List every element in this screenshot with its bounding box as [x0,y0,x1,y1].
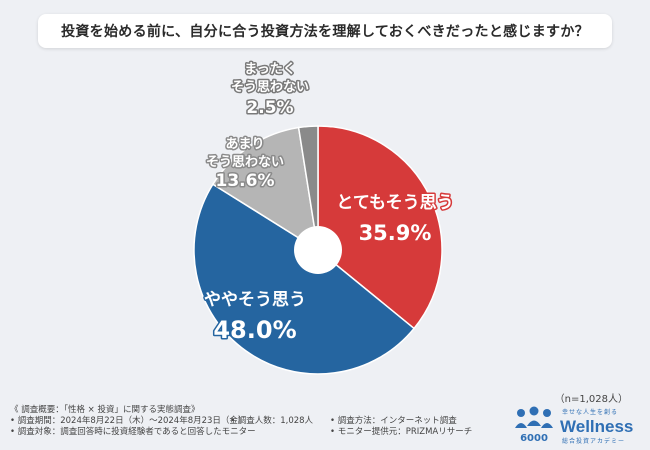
slice-label-not-at-all-agree: そう思わない [231,80,309,95]
slice-label-not-really-agree: そう思わない [206,155,284,170]
slice-value-very-much-agree: 35.9% [359,221,432,245]
survey-footer: 《 調査概要：「性格 × 投資」に関する実態調査》 • 調査期間：2024年8月… [10,405,510,438]
logo-tagline: 幸せな人生を創る [562,409,619,416]
people-logo-icon: 6000 [515,406,553,444]
pie-svg: とてもそう思う35.9%ややそう思う48.0%あまりそう思わない13.6%まった… [193,61,455,375]
pie-slice-somewhat-agree [193,183,416,375]
survey-method: • 調査方法：インターネット調査 [330,416,457,426]
slice-value-not-really-agree: 13.6% [216,171,275,191]
survey-overview: 《 調査概要：「性格 × 投資」に関する実態調査》 [10,405,200,415]
survey-period: • 調査期間：2024年8月22日（木）〜2024年8月23日（金） [10,416,247,426]
slice-label-very-much-agree: とてもそう思う [336,193,453,213]
pie-slice-not-at-all-agree [297,125,319,251]
logo-subtitle: 総合投資アカデミー [562,438,626,445]
pie-center-hole [294,226,342,274]
logo-brand: Wellness [560,417,634,436]
slice-label-not-at-all-agree: まったく [244,62,295,77]
slice-value-somewhat-agree: 48.0% [213,316,296,344]
slice-label-somewhat-agree: ややそう思う [204,290,306,310]
pie-slice-not-really-agree [211,126,319,252]
wellness-logo: 6000 幸せな人生を創る Wellness 総合投資アカデミー [512,404,642,446]
sample-size: （n=1,028人） [554,394,628,405]
chart-title: 投資を始める前に、自分に合う投資方法を理解しておくべきだったと感じますか？ [38,14,612,48]
survey-provider: • モニター提供元：PRIZMAリサーチ [330,427,473,437]
svg-text:6000: 6000 [520,433,548,444]
slice-value-not-at-all-agree: 2.5% [246,98,293,118]
survey-count: • 調査人数：1,028人 [230,416,314,426]
pie-slice-very-much-agree [317,125,443,330]
slice-label-not-really-agree: あまり [225,137,264,152]
survey-target: • 調査対象：調査回答時に投資経験者であると回答したモニター [10,427,256,437]
pie-chart: とてもそう思う 35.9% ややそう思う 48.0% あまり そう思わない 13.6% まった… [193,61,455,375]
